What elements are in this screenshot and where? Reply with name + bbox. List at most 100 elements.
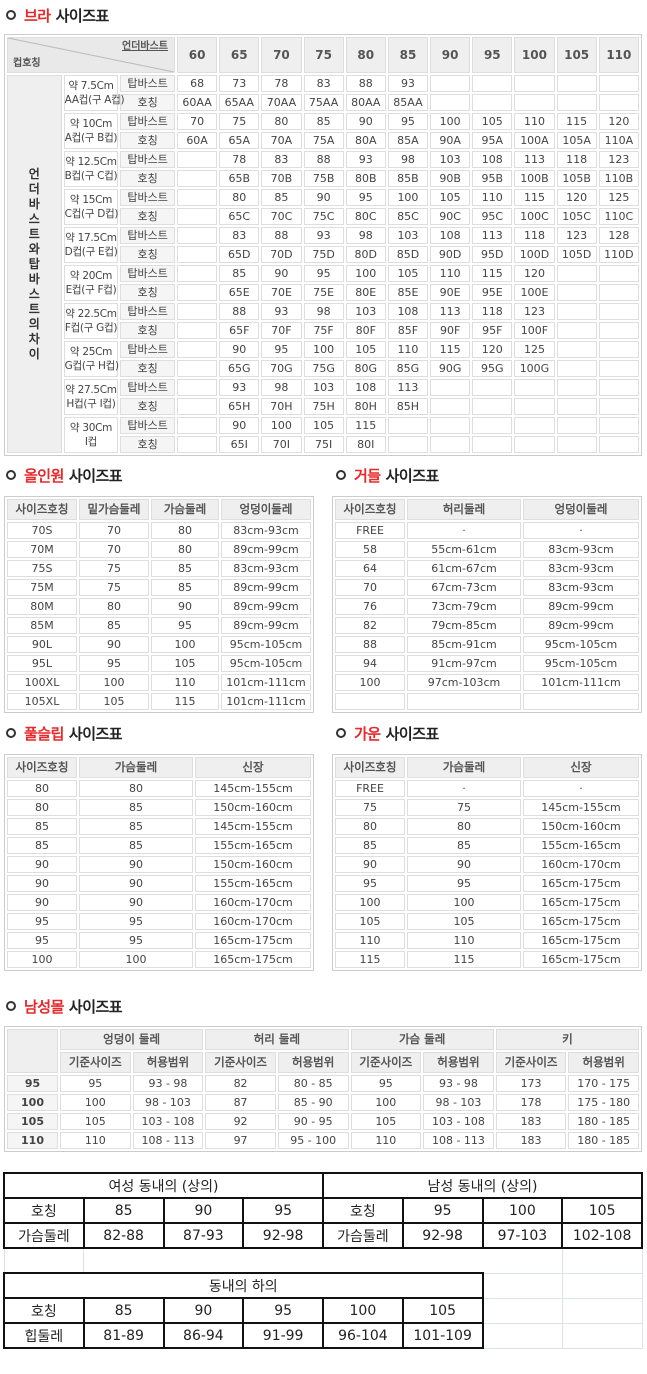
top-bust-value: 110 — [430, 265, 471, 282]
top-bust-value: 88 — [303, 151, 344, 168]
table-cell: 94 — [335, 655, 405, 672]
table-cell: 85 — [151, 579, 219, 596]
size-name-value: 70AA — [261, 94, 302, 111]
table-cell: 183 — [495, 1132, 567, 1149]
table-cell: 98 - 103 — [132, 1094, 204, 1111]
size-name-value — [472, 398, 513, 415]
top-bust-value: 88 — [219, 303, 260, 320]
table-row: 100 100 165cm-175cm — [7, 951, 311, 968]
top-bust-value — [472, 417, 513, 434]
table-cell: 75 — [79, 579, 149, 596]
top-bust-value: 100 — [345, 265, 386, 282]
top-bust-value: 123 — [598, 151, 639, 168]
top-bust-value — [430, 417, 471, 434]
size-name-value — [556, 322, 597, 339]
cup-name: B컵(구 C컵) — [64, 170, 118, 182]
underbust-size-header: 95 — [472, 37, 513, 73]
size-name-value — [598, 322, 639, 339]
table-cell: 61cm-67cm — [407, 560, 521, 577]
size-row: 호칭 85 90 95 호칭 95 100 105 — [3, 1197, 643, 1224]
size-name-value — [598, 94, 639, 111]
table-cell: 85 — [407, 837, 521, 854]
table-row: 100 100 165cm-175cm — [335, 894, 639, 911]
top-bust-label: 탑바스트 — [120, 113, 175, 130]
table-cell: 103 - 108 — [423, 1113, 494, 1130]
top-bust-value: 95 — [303, 265, 344, 282]
table-cell: 75 — [79, 560, 149, 577]
size-name-value — [556, 94, 597, 111]
table-cell: 67cm-73cm — [407, 579, 521, 596]
table-cell: 90 — [151, 598, 219, 615]
table-cell: 75 — [407, 799, 521, 816]
side-label-cell: 언더바스트와 탑바스트의 차이 — [7, 75, 62, 453]
table-cell: 97cm-103cm — [407, 674, 521, 691]
size-name-value — [387, 436, 429, 453]
size-name-label: 호칭 — [3, 1297, 85, 1324]
size-name-value: 70A — [261, 132, 302, 149]
table-cell: 115 — [407, 951, 521, 968]
top-bust-value — [177, 265, 218, 282]
standard-size-header: 기준사이즈 — [60, 1052, 131, 1073]
table-cell: 100 — [322, 1297, 404, 1324]
top-bust-label: 탑바스트 — [120, 341, 175, 358]
table-row: 90L 90 100 95cm-105cm — [7, 636, 311, 653]
table-cell: 155cm-165cm — [523, 837, 639, 854]
size-name-label: 호칭 — [120, 398, 175, 415]
girdle-table-wrap: 사이즈호칭 허리둘레 엉덩이둘레 FREE · · 58 55cm-61cm 83cm-93cm… — [332, 496, 642, 713]
top-bust-value — [556, 341, 597, 358]
table-cell: 160cm-170cm — [195, 894, 311, 911]
size-name-value: 65D — [219, 246, 260, 263]
table-cell: 100 — [151, 636, 219, 653]
table-row: 58 55cm-61cm 83cm-93cm — [335, 541, 639, 558]
size-label: 95 — [7, 1075, 58, 1092]
cup-name: H컵(구 I컵) — [66, 398, 116, 410]
top-bust-value: 105 — [345, 341, 386, 358]
size-name-value: 70I — [261, 436, 302, 453]
title-row: 동내의 하의 — [3, 1272, 643, 1299]
underbust-header-label: 언더바스트 — [122, 41, 168, 52]
bullet-icon — [336, 469, 346, 480]
size-name-value: 90D — [430, 246, 471, 263]
table-cell: 90 — [407, 856, 521, 873]
size-name-value — [177, 246, 218, 263]
header-row: 사이즈호칭 가슴둘레 신장 — [7, 757, 311, 778]
table-cell: 87-93 — [162, 1222, 245, 1249]
top-bust-value: 93 — [387, 75, 429, 92]
table-cell: 110 — [350, 1132, 422, 1149]
table-cell: 100 — [481, 1197, 564, 1224]
empty-cell — [561, 1247, 643, 1274]
size-name-value: 105D — [556, 246, 597, 263]
top-bust-value: 93 — [303, 227, 344, 244]
table-cell: 90 — [335, 856, 405, 873]
table-cell: 90 — [7, 894, 77, 911]
table-row: FREE · · — [335, 522, 639, 539]
table-cell: 85 — [335, 837, 405, 854]
table-cell: 145cm-155cm — [195, 780, 311, 797]
size-name-value: 95G — [472, 360, 513, 377]
size-name-label: 호칭 — [120, 170, 175, 187]
size-name-value — [514, 398, 555, 415]
column-header: 사이즈호칭 — [7, 499, 77, 520]
chest-label: 가슴둘레 — [3, 1222, 85, 1249]
table-cell: 183 — [495, 1113, 567, 1130]
cup-name: C컵(구 D컵) — [64, 208, 119, 220]
table-cell: · — [523, 780, 639, 797]
table-cell: 83cm-93cm — [523, 541, 639, 558]
size-name-label: 호칭 — [3, 1197, 85, 1224]
size-name-value — [177, 436, 218, 453]
underbust-size-header: 110 — [598, 37, 639, 73]
top-bust-value: 103 — [387, 227, 429, 244]
cup-name: D컵(구 E컵) — [64, 246, 118, 258]
size-name-value: 85G — [387, 360, 429, 377]
size-name-value: 75F — [303, 322, 344, 339]
size-name-value: 80AA — [345, 94, 386, 111]
table-cell: 89cm-99cm — [523, 598, 639, 615]
standard-size-header: 기준사이즈 — [495, 1052, 567, 1073]
table-row: 70S 70 80 83cm-93cm — [7, 522, 311, 539]
table-cell: 105 — [151, 655, 219, 672]
underbust-size-header: 60 — [177, 37, 218, 73]
empty-cell — [561, 1322, 643, 1349]
top-bust-value: 90 — [219, 341, 260, 358]
hip-label: 힙둘레 — [3, 1322, 85, 1349]
table-cell: 81-89 — [82, 1322, 165, 1349]
